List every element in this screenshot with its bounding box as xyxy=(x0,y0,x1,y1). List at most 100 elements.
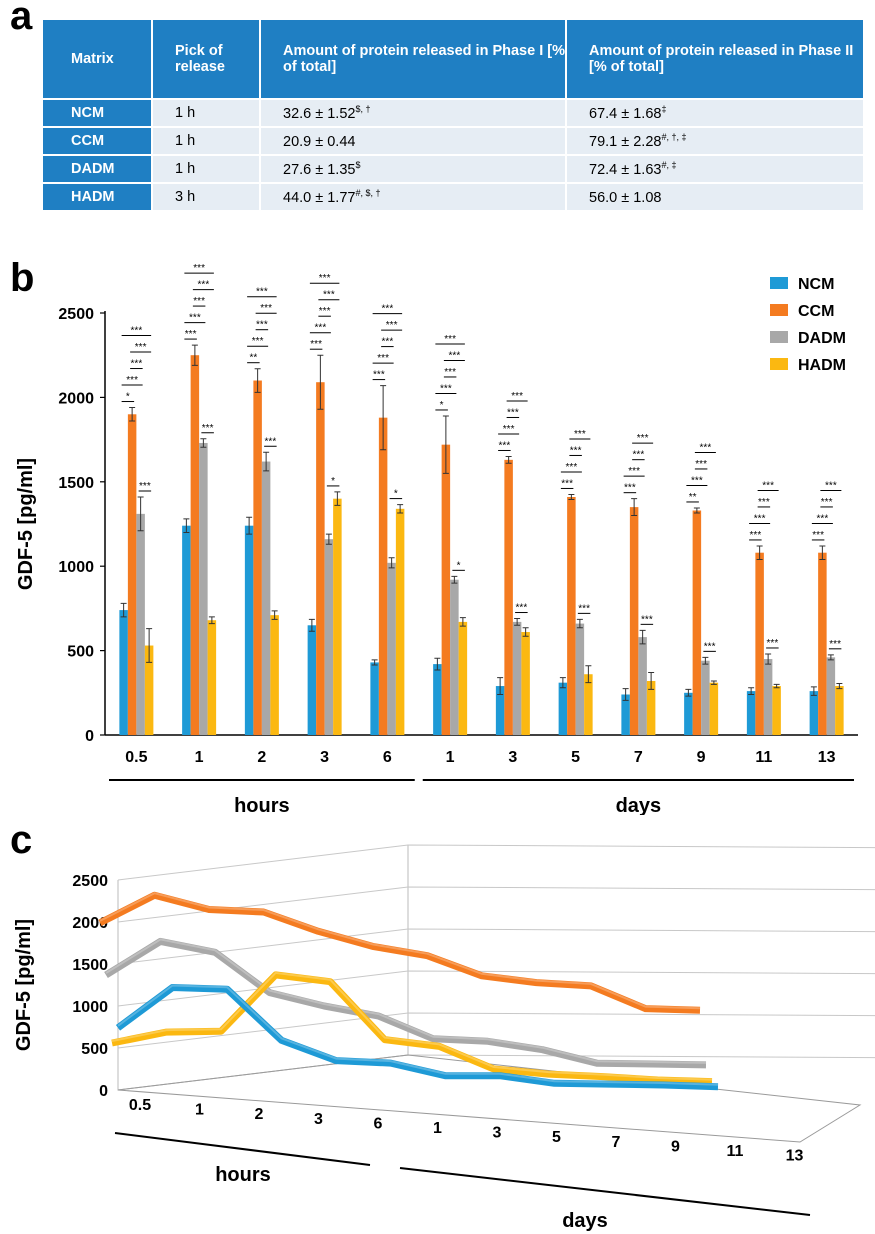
bar-ccm xyxy=(190,355,200,735)
error-bar xyxy=(622,688,629,701)
significance-label: *** xyxy=(511,391,523,402)
bar-ncm xyxy=(746,691,756,735)
bar-ncm xyxy=(558,682,568,735)
bar-dadm xyxy=(450,579,459,735)
error-bar xyxy=(836,683,843,690)
bar-ccm xyxy=(692,510,702,735)
error-bar xyxy=(497,677,504,695)
significance-label: *** xyxy=(131,326,143,337)
significance-label: *** xyxy=(373,370,385,381)
series-line-dadm xyxy=(104,937,707,1069)
significance-label: *** xyxy=(633,450,645,461)
significance-label: *** xyxy=(570,445,582,456)
significance-label: *** xyxy=(193,296,205,307)
significance-label: *** xyxy=(135,342,147,353)
error-bar xyxy=(191,344,198,366)
significance-label: *** xyxy=(131,359,143,370)
y-tick-label: 2500 xyxy=(72,873,108,890)
legend-label: HADM xyxy=(798,357,846,374)
significance-label: * xyxy=(394,489,398,500)
bar-dadm xyxy=(512,621,522,735)
error-bar xyxy=(773,683,780,689)
y-tick-label: 500 xyxy=(81,1041,108,1058)
phase2-value: 56.0 ± 1.08 xyxy=(589,189,662,206)
x-tick-label: 6 xyxy=(374,1115,383,1132)
cell-pick: 3 h xyxy=(153,182,261,210)
error-bar xyxy=(397,504,404,514)
error-bar xyxy=(756,545,763,560)
bar-ncm xyxy=(370,662,379,735)
phase1-value: 44.0 ± 1.77 xyxy=(283,189,356,206)
bar-ncm xyxy=(244,525,254,735)
bar-hadm xyxy=(395,508,405,735)
table-row: DADM 1 h 27.6 ± 1.35$ 72.4 ± 1.63#, ‡ xyxy=(43,154,863,182)
error-bar xyxy=(200,438,207,448)
significance-label: *** xyxy=(382,304,394,315)
bar-hadm xyxy=(646,680,656,735)
legend-label: DADM xyxy=(798,330,846,347)
cell-matrix: CCM xyxy=(43,126,153,154)
significance-label: *** xyxy=(641,614,653,625)
legend-swatch-hadm xyxy=(770,358,788,370)
phase2-value: 79.1 ± 2.28 xyxy=(589,133,662,150)
error-bar xyxy=(254,368,261,393)
bar-dadm xyxy=(199,442,208,735)
bar-ccm xyxy=(441,444,451,735)
y-tick-label: 1000 xyxy=(72,999,108,1016)
bar-ncm xyxy=(433,664,442,735)
x-tick-label: 9 xyxy=(697,749,706,766)
x-tick-label: 2 xyxy=(257,749,266,766)
error-bar xyxy=(748,687,755,695)
group-label: hours xyxy=(215,1164,271,1186)
significance-label: *** xyxy=(449,350,461,361)
error-bar xyxy=(442,415,449,474)
significance-label: ** xyxy=(249,353,257,364)
significance-label: *** xyxy=(198,280,210,291)
x-tick-label: 3 xyxy=(508,749,517,766)
cell-phase2: 56.0 ± 1.08 xyxy=(567,182,863,210)
error-bar xyxy=(388,557,395,569)
bar-hadm xyxy=(709,682,719,735)
x-tick-label: 5 xyxy=(571,749,580,766)
x-tick-label: 7 xyxy=(634,749,643,766)
x-tick-label: 6 xyxy=(383,749,392,766)
error-bar xyxy=(334,491,341,506)
significance-label: *** xyxy=(628,466,640,477)
significance-label: *** xyxy=(574,429,586,440)
series-line-ccm xyxy=(98,891,701,1014)
error-bar xyxy=(325,533,332,545)
x-tick-label: 1 xyxy=(195,749,204,766)
significance-label: *** xyxy=(310,339,322,350)
significance-label: *** xyxy=(503,424,515,435)
y-axis-title: GDF-5 [pg/ml] xyxy=(13,919,35,1051)
significance-label: *** xyxy=(829,639,841,650)
group-label: days xyxy=(562,1210,608,1232)
series-highlight xyxy=(111,971,713,1081)
bar-hadm xyxy=(835,686,844,735)
significance-label: *** xyxy=(256,287,268,298)
phase2-value: 67.4 ± 1.68 xyxy=(589,105,662,122)
error-bar xyxy=(810,686,817,696)
cell-phase1: 32.6 ± 1.52$, † xyxy=(261,98,567,126)
error-bar xyxy=(631,498,638,517)
significance-label: *** xyxy=(704,641,716,652)
significance-label: *** xyxy=(695,459,707,470)
significance-label: *** xyxy=(377,353,389,364)
phase1-value: 27.6 ± 1.35 xyxy=(283,161,356,178)
group-label: hours xyxy=(234,795,290,815)
panel-label-c: c xyxy=(10,818,33,862)
bar-ccm xyxy=(378,417,388,735)
phase2-sup: #, †, ‡ xyxy=(661,132,687,143)
significance-label: *** xyxy=(444,334,456,345)
y-tick-label: 500 xyxy=(67,644,94,661)
header-phase1: Amount of protein released in Phase I [%… xyxy=(261,20,567,98)
cell-pick: 1 h xyxy=(153,98,261,126)
significance-label: *** xyxy=(691,475,703,486)
x-tick-label: 13 xyxy=(786,1148,804,1165)
cell-matrix: NCM xyxy=(43,98,153,126)
significance-label: *** xyxy=(762,480,774,491)
grid-line xyxy=(117,970,875,1007)
bar-ncm xyxy=(182,525,191,735)
significance-label: *** xyxy=(637,433,649,444)
significance-label: *** xyxy=(817,513,829,524)
